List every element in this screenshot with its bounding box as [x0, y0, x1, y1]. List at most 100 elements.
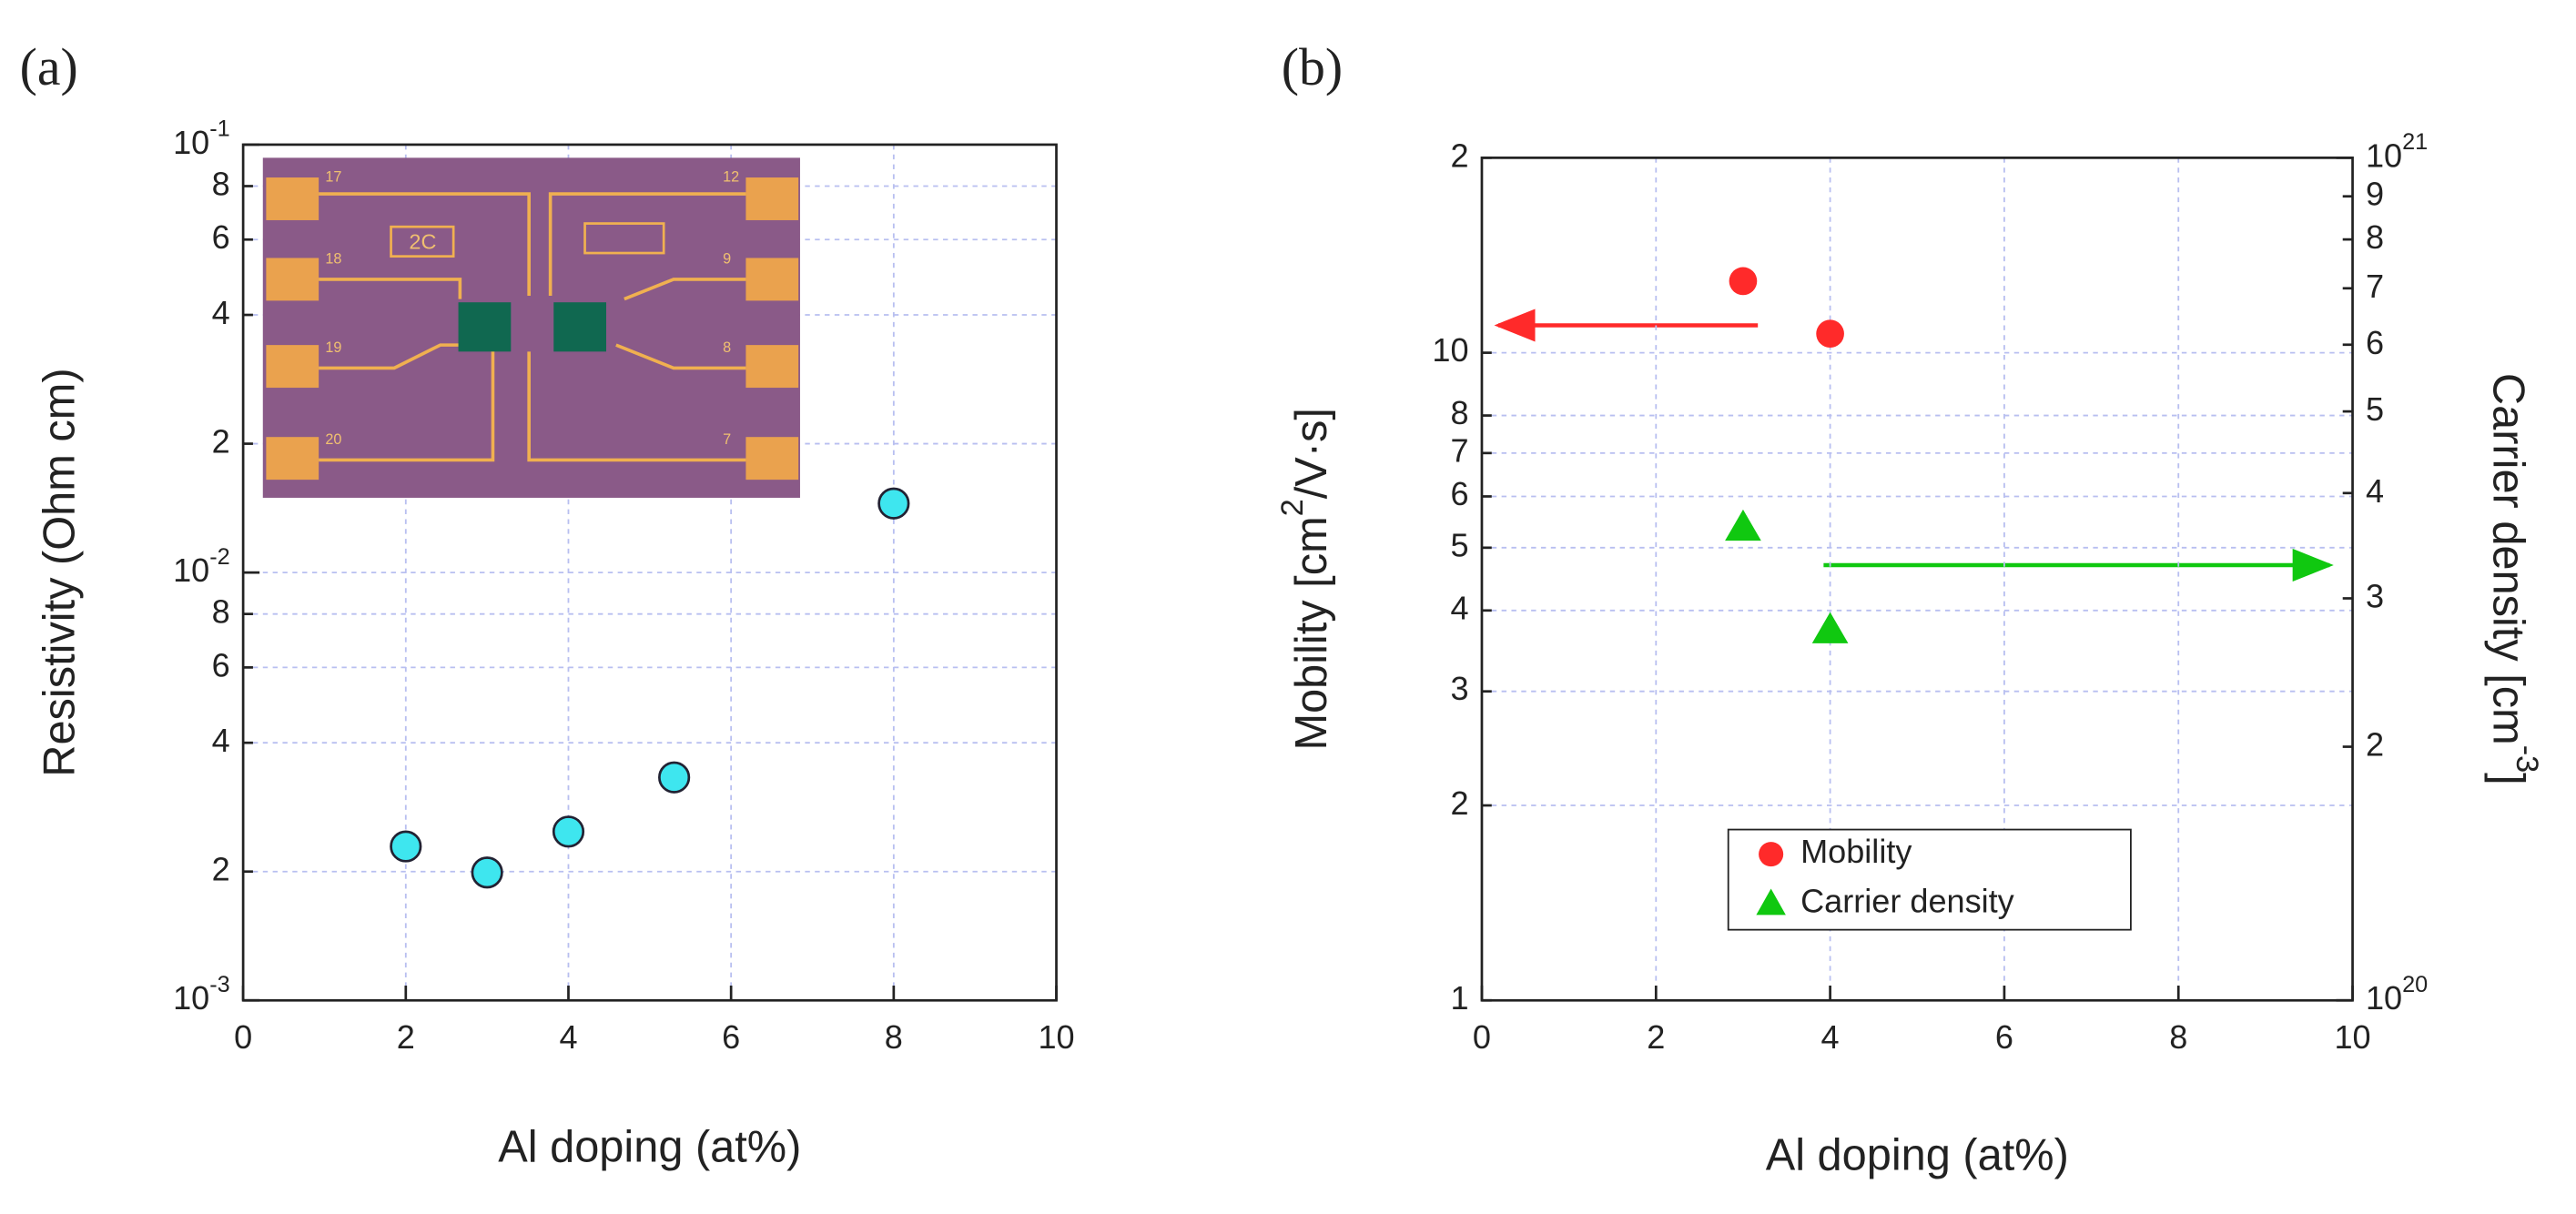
y-tick-label: 2: [212, 422, 230, 460]
inset-pad: [266, 258, 319, 301]
tick-label-base: 5: [2366, 390, 2384, 428]
tick-label-base: 10: [173, 979, 209, 1017]
axis-title-part: Resistivity (Ohm cm): [35, 368, 84, 776]
x-tick-label: 2: [397, 1018, 415, 1056]
y-tick-label: 1020: [2366, 972, 2428, 1017]
legend-box: [1727, 828, 2132, 931]
y-tick-label: 8: [212, 165, 230, 202]
point: [658, 761, 691, 794]
y-tick-label: 9: [2366, 175, 2384, 212]
y-tick-label: 5: [2366, 390, 2384, 428]
legend-label: Mobility: [1800, 833, 1912, 870]
x-tick-label: 0: [1473, 1018, 1491, 1056]
point: [390, 830, 422, 863]
legend-marker: [1756, 888, 1786, 916]
inset-label: 18: [325, 251, 341, 268]
x-tick-label: 4: [1821, 1018, 1840, 1056]
axis-title-sup: 2: [1275, 499, 1310, 516]
tick-label-base: 10: [173, 551, 209, 589]
y-tick-label: 6: [212, 646, 230, 683]
inset-label: 20: [325, 431, 341, 448]
y-tick-label: 7: [2366, 267, 2384, 304]
x-tick-label: 10: [1038, 1018, 1074, 1056]
x-tick-label: 6: [1995, 1018, 2013, 1056]
y-tick-label: 2: [1450, 784, 1468, 822]
y-tick-label: 2: [2366, 725, 2384, 763]
tick-label-base: 2: [212, 422, 230, 460]
inset-label: 19: [325, 339, 341, 356]
inset-label: 2C: [409, 229, 436, 253]
point: [877, 487, 910, 520]
inset-label: 7: [723, 431, 731, 448]
inset-traces: [319, 192, 746, 462]
inset-pad: [745, 258, 799, 301]
tick-label-base: 2: [2366, 725, 2384, 763]
tick-label-exponent: 21: [2402, 129, 2428, 155]
plot-frame: [1480, 157, 2354, 1002]
tick-label-base: 3: [2366, 577, 2384, 614]
tick-label-base: 6: [212, 218, 230, 256]
inset-pad: [266, 177, 319, 220]
x-axis-title: Al doping (at%): [1766, 1130, 2069, 1179]
y-tick-label: 10-3: [173, 972, 230, 1017]
inset-pad: [266, 437, 319, 481]
panel-label: (b): [1282, 39, 1343, 96]
point: [471, 856, 503, 889]
x-tick-label: 8: [2169, 1018, 2187, 1056]
axis-title-part: ]: [2484, 773, 2533, 785]
axis-title-part: Carrier density [cm: [2484, 373, 2533, 745]
inset-pad: [745, 177, 799, 220]
point: [1816, 319, 1844, 349]
tick-label-base: 6: [2366, 323, 2384, 360]
tick-label-base: 7: [2366, 267, 2384, 304]
panel-label: (a): [20, 39, 78, 96]
inset-box: [583, 222, 665, 255]
point: [552, 815, 585, 848]
x-tick-label: 10: [2334, 1018, 2370, 1056]
axis-title-part: Mobility [cm: [1287, 516, 1336, 750]
tick-label-base: 2: [212, 850, 230, 887]
y-tick-label: 2: [1450, 137, 1468, 174]
tick-label-base: 10: [173, 123, 209, 160]
tick-label-base: 8: [2366, 218, 2384, 256]
y-tick-label: 4: [212, 722, 230, 759]
inset-label: 8: [723, 339, 731, 356]
y-tick-label: 4: [1450, 589, 1468, 626]
inset-pad: [745, 345, 799, 389]
tick-label-base: 4: [212, 294, 230, 331]
point: [1725, 509, 1761, 541]
y-tick-label: 6: [1450, 475, 1468, 512]
x-tick-label: 2: [1647, 1018, 1665, 1056]
y-tick-label: 10-2: [173, 544, 230, 589]
y-tick-label: 3: [2366, 577, 2384, 614]
tick-label-base: 10: [2366, 137, 2402, 174]
tick-label-base: 4: [2366, 471, 2384, 509]
tick-label-base: 9: [2366, 175, 2384, 212]
x-tick-label: 6: [722, 1018, 740, 1056]
x-axis-title: Al doping (at%): [498, 1122, 801, 1171]
y-tick-label: 2: [212, 850, 230, 887]
y-tick-label: 8: [212, 592, 230, 630]
y-tick-label: 5: [1450, 526, 1468, 563]
tick-label-exponent: -1: [209, 116, 229, 141]
point: [1729, 267, 1758, 296]
x-tick-label: 8: [885, 1018, 903, 1056]
tick-label-exponent: 20: [2402, 972, 2428, 997]
y-tick-label: 6: [212, 218, 230, 256]
axis-title-sup: -3: [2510, 745, 2544, 773]
inset-label: 9: [723, 251, 731, 268]
y-tick-label: 7: [1450, 431, 1468, 469]
y-tick-label: 8: [2366, 218, 2384, 256]
y-tick-label: 10-1: [173, 116, 230, 160]
inset-pad-green: [458, 302, 512, 352]
inset-pad: [745, 437, 799, 481]
x-tick-label: 4: [559, 1018, 577, 1056]
tick-label-base: 8: [212, 165, 230, 202]
axis-title-part: /V·s]: [1287, 408, 1336, 499]
axis-title: Carrier density [cm-3]: [2484, 373, 2544, 785]
tick-label-base: 2: [1450, 784, 1468, 822]
axis-title: Resistivity (Ohm cm): [35, 368, 84, 776]
inset-box: [390, 225, 455, 258]
y-tick-label: 10: [1432, 331, 1468, 369]
